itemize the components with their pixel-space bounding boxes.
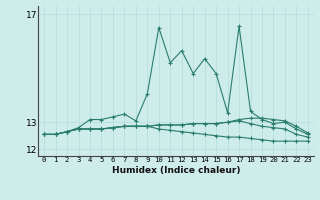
X-axis label: Humidex (Indice chaleur): Humidex (Indice chaleur) [112,166,240,175]
